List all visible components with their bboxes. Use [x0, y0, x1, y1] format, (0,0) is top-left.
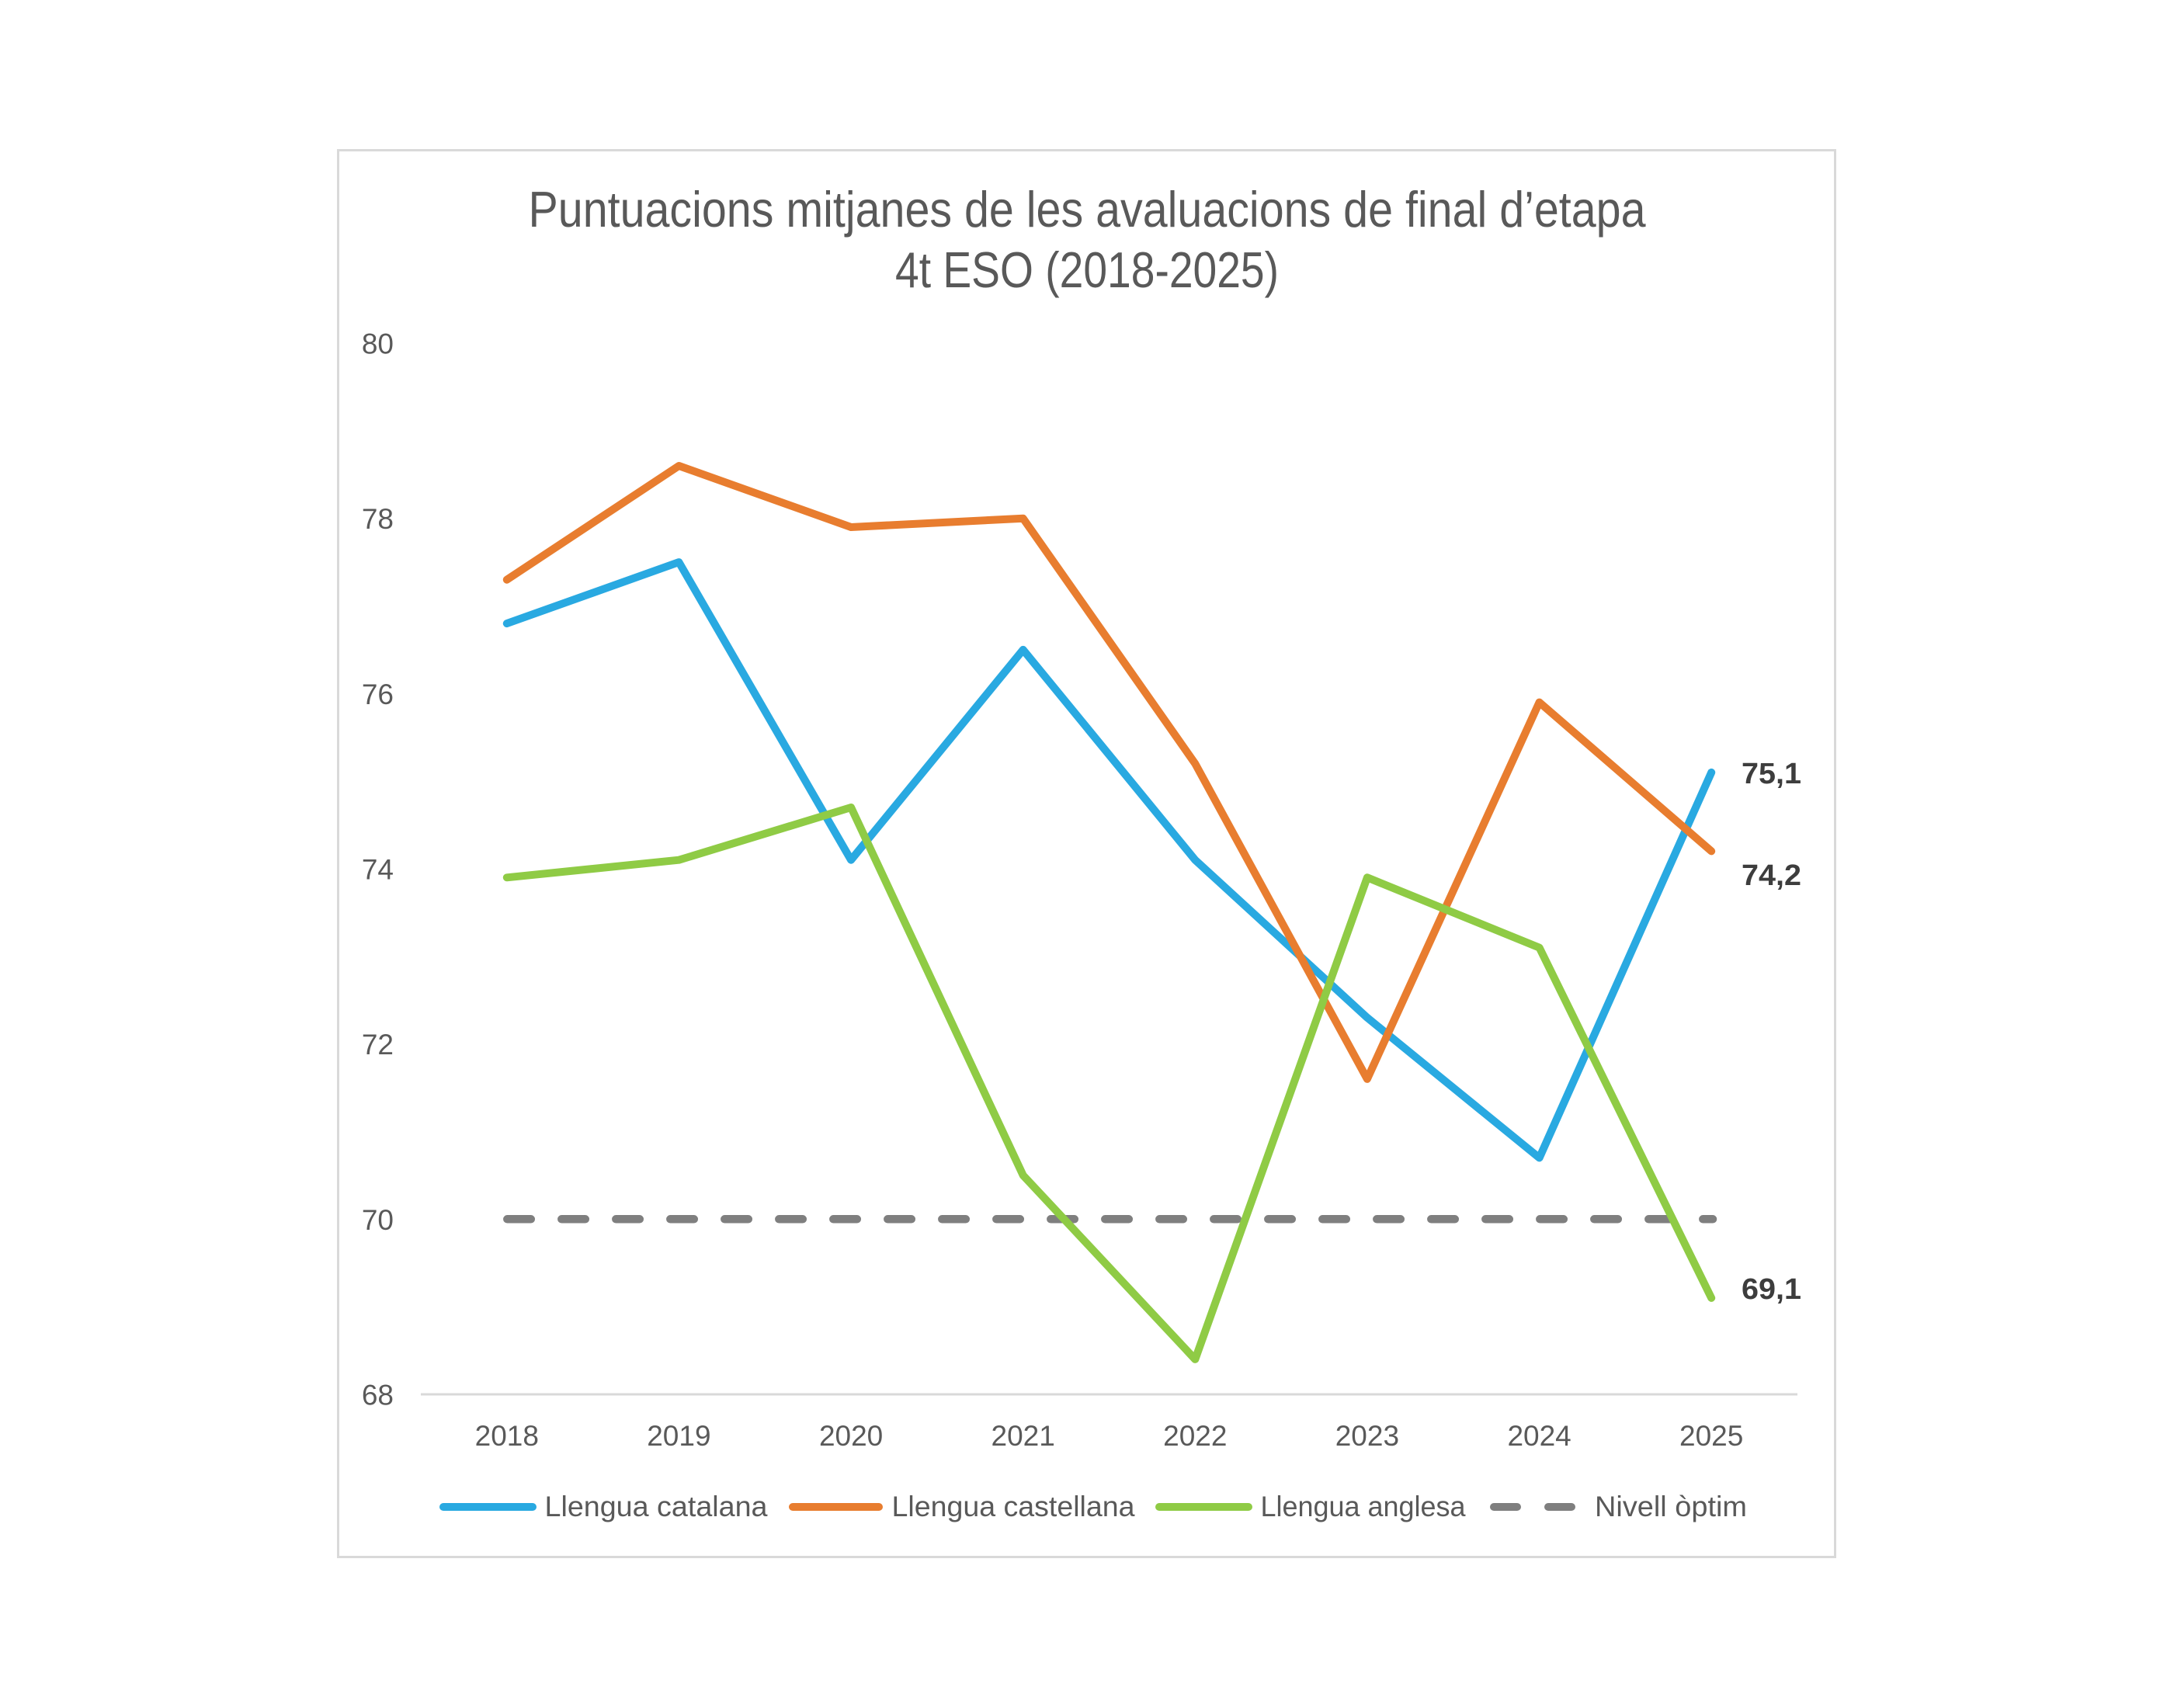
svg-text:75,1: 75,1 — [1742, 758, 1801, 790]
svg-text:76: 76 — [362, 679, 394, 710]
svg-text:70: 70 — [362, 1204, 394, 1236]
svg-text:Llengua castellana: Llengua castellana — [892, 1491, 1135, 1522]
svg-text:2019: 2019 — [647, 1420, 710, 1452]
svg-text:72: 72 — [362, 1029, 394, 1061]
svg-text:80: 80 — [362, 328, 394, 360]
svg-text:2025: 2025 — [1679, 1420, 1743, 1452]
svg-text:69,1: 69,1 — [1742, 1273, 1801, 1306]
svg-text:2021: 2021 — [991, 1420, 1055, 1452]
svg-text:74: 74 — [362, 854, 394, 886]
svg-text:2018: 2018 — [475, 1420, 539, 1452]
svg-text:Llengua catalana: Llengua catalana — [545, 1491, 768, 1522]
svg-text:68: 68 — [362, 1380, 394, 1411]
svg-text:74,2: 74,2 — [1742, 859, 1801, 892]
svg-text:2022: 2022 — [1163, 1420, 1227, 1452]
svg-text:78: 78 — [362, 503, 394, 535]
svg-text:2020: 2020 — [819, 1420, 883, 1452]
svg-text:Nivell òptim: Nivell òptim — [1595, 1491, 1747, 1522]
svg-text:4t ESO (2018-2025): 4t ESO (2018-2025) — [895, 241, 1279, 298]
svg-text:Puntuacions mitjanes de les av: Puntuacions mitjanes de les avaluacions … — [529, 181, 1647, 238]
svg-text:2024: 2024 — [1507, 1420, 1571, 1452]
svg-text:Llengua anglesa: Llengua anglesa — [1261, 1491, 1466, 1522]
svg-text:2023: 2023 — [1335, 1420, 1399, 1452]
